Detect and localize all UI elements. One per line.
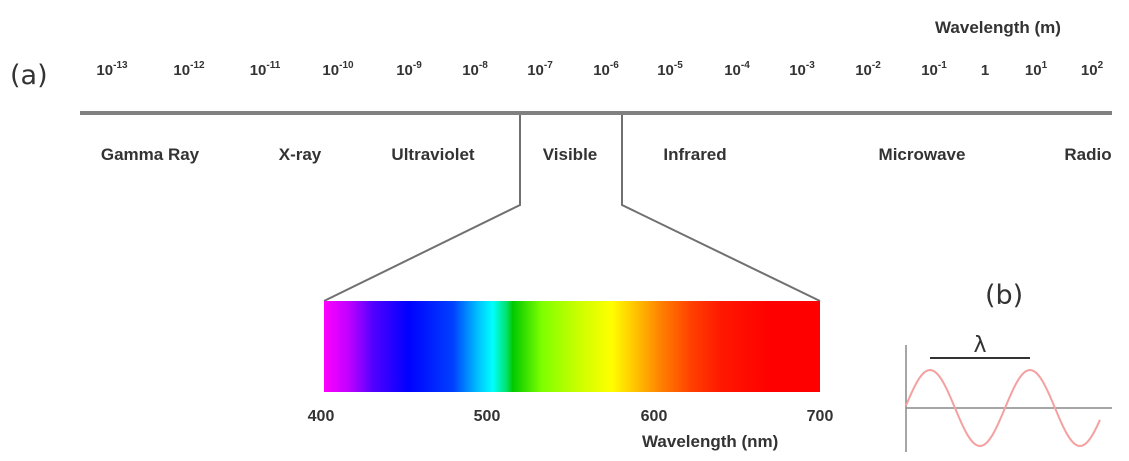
tick-label: 10-6	[593, 60, 619, 79]
tick-label: 10-12	[173, 60, 205, 79]
band-label-microwave: Microwave	[878, 145, 966, 164]
band-label-ultraviolet: Ultraviolet	[391, 145, 475, 164]
wavelength-tick-labels: 10-13 10-12 10-11 10-10 10-9 10-8 10-7 1…	[0, 60, 1129, 90]
lambda-symbol: λ	[973, 333, 986, 358]
band-label-infrared: Infrared	[663, 145, 727, 164]
band-label-radio: Radio	[1064, 145, 1112, 164]
panel-label-a: (a)	[10, 60, 48, 91]
tick-label: 101	[1024, 60, 1048, 79]
nm-tick-label: 500	[473, 408, 501, 425]
tick-label: 10-9	[396, 60, 422, 79]
nm-tick-label: 600	[640, 408, 668, 425]
panel-label-b: (b)	[985, 280, 1024, 311]
visible-spectrum-bar	[324, 301, 820, 392]
tick-label: 102	[1080, 60, 1104, 79]
tick-label: 10-8	[462, 60, 488, 79]
tick-label: 1	[980, 62, 990, 79]
zoom-line-right	[621, 115, 821, 302]
nm-tick-label: 400	[307, 408, 335, 425]
tick-label: 10-3	[789, 60, 815, 79]
tick-label: 10-1	[921, 60, 947, 79]
band-label-visible: Visible	[542, 145, 598, 164]
sine-wave	[905, 368, 1101, 448]
zoom-line-left	[323, 115, 521, 302]
tick-label: 10-5	[657, 60, 683, 79]
tick-label: 10-11	[249, 60, 281, 79]
tick-label: 10-2	[855, 60, 881, 79]
tick-label: 10-13	[96, 60, 128, 79]
band-label-x-ray: X-ray	[278, 145, 322, 164]
tick-label: 10-4	[724, 60, 750, 79]
tick-label: 10-7	[527, 60, 553, 79]
nm-axis-title: Wavelength (nm)	[642, 432, 779, 451]
band-label-gamma-ray: Gamma Ray	[100, 145, 200, 164]
wavelength-axis-title: Wavelength (m)	[935, 18, 1061, 37]
tick-label: 10-10	[322, 60, 354, 79]
nm-tick-label: 700	[806, 408, 834, 425]
spectrum-band-labels: Gamma Ray X-ray Ultraviolet Visible Infr…	[0, 145, 1129, 175]
